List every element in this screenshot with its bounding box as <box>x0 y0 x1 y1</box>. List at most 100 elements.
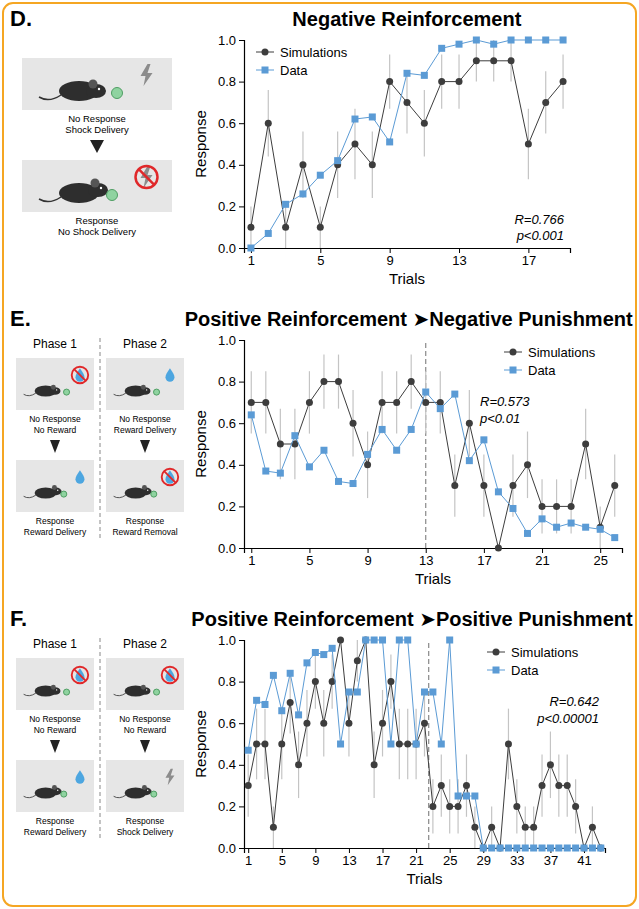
data-point <box>495 488 502 495</box>
data-point <box>572 845 579 852</box>
y-tick-mark <box>239 382 244 383</box>
data-point <box>513 845 520 852</box>
data-point <box>335 378 342 385</box>
phase-label: Phase 1 <box>33 637 77 651</box>
schematic: Phase 1No ResponseNo RewardResponseRewar… <box>16 337 184 540</box>
y-tick: 0.6 <box>218 416 244 431</box>
y-tick-mark <box>239 123 244 124</box>
mouse-eye <box>146 689 147 690</box>
y-tick: 0.6 <box>218 116 244 131</box>
schematic-text: Response <box>36 816 75 826</box>
panel-letter: D. <box>10 6 32 31</box>
x-tick-label: 5 <box>317 253 324 268</box>
data-point <box>312 649 319 656</box>
data-point <box>582 524 589 531</box>
data-point <box>451 391 458 398</box>
data-point <box>524 461 531 468</box>
data-point <box>354 689 361 696</box>
x-axis: 1591317 <box>245 248 571 268</box>
schematic-text: Reward Delivery <box>24 527 87 537</box>
lever <box>64 389 70 395</box>
y-tick: 0.2 <box>218 199 244 214</box>
water-drop-icon <box>75 770 84 784</box>
mouse-tail <box>114 795 126 798</box>
y-tick-mark <box>239 40 244 41</box>
data-point <box>456 41 463 48</box>
data-point <box>379 637 386 644</box>
y-tick-label: 0.6 <box>218 416 236 431</box>
data-point <box>547 761 554 768</box>
data-point <box>509 482 516 489</box>
data-point <box>471 824 478 831</box>
x-tick: 1 <box>248 548 255 568</box>
y-tick: 0.8 <box>218 674 244 689</box>
data-point <box>446 637 453 644</box>
data-point <box>438 45 445 52</box>
data-point <box>362 637 369 644</box>
plot-area <box>247 37 566 252</box>
data-point <box>303 720 310 727</box>
data-point <box>345 689 352 696</box>
panel-letter: E. <box>10 306 31 331</box>
y-axis: 0.00.20.40.60.81.0 <box>218 333 245 556</box>
data-point <box>480 436 487 443</box>
y-tick: 0.6 <box>218 716 244 731</box>
legend-marker <box>262 49 269 56</box>
x-tick: 9 <box>312 848 319 868</box>
data-point <box>568 520 575 527</box>
mouse-ear <box>142 785 147 790</box>
y-tick: 1.0 <box>218 33 244 48</box>
y-axis-line <box>239 641 245 849</box>
stat-annotation: R=0.766 <box>514 212 564 227</box>
mouse-tail <box>24 795 36 798</box>
data-point <box>568 503 575 510</box>
x-tick-label: 1 <box>248 253 255 268</box>
x-tick: 1 <box>245 848 252 868</box>
y-tick-mark <box>239 723 244 724</box>
data-point <box>413 741 420 748</box>
prohibition-slash <box>139 169 155 185</box>
y-tick: 0.2 <box>218 799 244 814</box>
plot-area <box>248 340 618 552</box>
mouse-tail <box>24 393 36 396</box>
y-tick: 0.4 <box>218 457 244 472</box>
data-point <box>522 845 529 852</box>
legend-marker <box>493 667 500 674</box>
data-point <box>597 845 604 852</box>
data-point <box>421 689 428 696</box>
data-point <box>404 741 411 748</box>
y-tick-mark <box>239 340 244 341</box>
prohibition-circle <box>72 367 89 384</box>
data-point <box>597 526 604 533</box>
y-axis-title: Response <box>192 110 209 178</box>
mouse-eye <box>56 389 57 390</box>
x-tick: 13 <box>342 848 356 868</box>
mouse-ear <box>51 685 56 690</box>
mouse-ear <box>51 385 56 390</box>
legend: SimulationsData <box>487 645 579 678</box>
mouse-ear <box>142 485 147 490</box>
y-tick-mark <box>239 682 244 683</box>
data-point <box>553 524 560 531</box>
data-point <box>473 37 480 44</box>
data-point <box>530 845 537 852</box>
y-tick-label: 0.4 <box>218 757 236 772</box>
data-point <box>247 245 254 252</box>
data-point <box>345 720 352 727</box>
y-tick-label: 0.8 <box>218 74 236 89</box>
data-point <box>287 699 294 706</box>
x-tick: 13 <box>452 248 466 268</box>
data-point <box>299 190 306 197</box>
series-line <box>251 382 614 548</box>
x-tick: 25 <box>443 848 457 868</box>
data-point <box>560 37 567 44</box>
schematic-text: No Reward <box>34 725 77 735</box>
data-point <box>351 141 358 148</box>
x-axis-line <box>245 549 623 554</box>
data-point <box>463 793 470 800</box>
y-tick-mark <box>239 465 244 466</box>
y-tick: 0.8 <box>218 374 244 389</box>
x-tick-label: 25 <box>443 853 457 868</box>
data-point <box>466 420 473 427</box>
y-tick-label: 0.8 <box>218 674 236 689</box>
